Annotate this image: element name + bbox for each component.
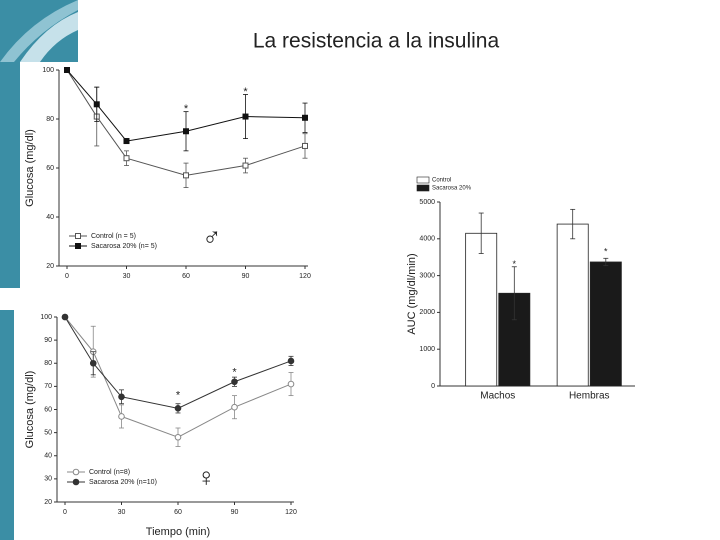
annotation: ♂	[202, 222, 222, 252]
x-tick-label: 60	[174, 509, 182, 516]
marker	[242, 162, 249, 169]
marker	[242, 113, 249, 120]
legend-marker	[75, 243, 81, 249]
marker	[174, 433, 182, 441]
x-tick-label: Machos	[480, 391, 515, 402]
y-tick-label: 40	[46, 214, 54, 221]
annotation: *	[232, 366, 237, 378]
legend-marker	[75, 233, 81, 239]
decoration	[0, 62, 20, 288]
marker	[287, 380, 295, 388]
x-tick-label: 90	[242, 273, 250, 280]
y-tick-label: 5000	[419, 199, 435, 206]
legend-label: Sacarosa 20%	[432, 186, 472, 192]
marker	[123, 155, 130, 162]
marker	[302, 114, 308, 121]
y-tick-label: 20	[44, 499, 52, 506]
bar	[556, 223, 589, 387]
series-line	[66, 69, 306, 176]
x-tick-label: 30	[118, 509, 126, 516]
y-tick-label: 3000	[419, 272, 435, 279]
legend-swatch	[416, 184, 430, 192]
y-tick-label: 50	[44, 429, 52, 436]
legend-label: Control	[432, 178, 451, 184]
series-line	[64, 316, 292, 409]
bar	[465, 232, 498, 387]
decoration	[20, 12, 78, 62]
marker	[231, 403, 238, 411]
slide-title: La resistencia a la insulina	[253, 30, 500, 53]
series-line	[64, 316, 292, 438]
y-tick-label: 2000	[419, 309, 435, 316]
x-tick-label: Hembras	[569, 391, 610, 402]
y-tick-label: 100	[40, 314, 52, 321]
legend-label: Control (n = 5)	[91, 233, 136, 240]
y-tick-label: 100	[42, 67, 54, 74]
y-axis-label: Glucosa (mg/dl)	[24, 371, 36, 449]
marker	[123, 138, 130, 145]
marker	[118, 413, 125, 420]
marker	[118, 393, 125, 401]
y-axis-label: Glucosa (mg/dl)	[24, 129, 36, 207]
annotation: ♀	[197, 462, 217, 492]
x-tick-label: 0	[63, 509, 67, 516]
x-axis-label: Tiempo (min)	[146, 526, 210, 538]
marker	[61, 313, 69, 321]
y-tick-label: 4000	[419, 236, 435, 243]
y-tick-label: 80	[44, 360, 52, 367]
marker	[93, 101, 100, 108]
annotation: *	[184, 103, 189, 115]
y-axis-label: AUC (mg/dl/min)	[406, 253, 418, 334]
decoration	[0, 0, 78, 62]
annotation: *	[243, 86, 248, 98]
marker	[183, 172, 189, 179]
annotation: *	[513, 259, 517, 269]
y-tick-label: 40	[44, 453, 52, 460]
legend-swatch	[416, 176, 430, 184]
decoration	[0, 310, 14, 540]
legend-label: Control (n=8)	[89, 469, 130, 476]
marker	[64, 67, 70, 73]
legend-marker	[72, 468, 80, 476]
marker	[174, 405, 182, 412]
series-line	[66, 69, 306, 142]
y-tick-label: 20	[46, 263, 54, 270]
legend-marker	[72, 478, 80, 486]
x-tick-label: 120	[299, 273, 311, 280]
y-tick-label: 90	[44, 337, 52, 344]
marker	[302, 142, 308, 149]
y-tick-label: 60	[44, 406, 52, 413]
marker	[183, 128, 189, 135]
marker	[231, 378, 238, 386]
marker	[89, 359, 97, 367]
y-tick-label: 1000	[419, 346, 435, 353]
x-tick-label: 120	[285, 509, 297, 516]
x-tick-label: 60	[182, 273, 190, 280]
x-tick-label: 30	[123, 273, 131, 280]
x-tick-label: 0	[65, 273, 69, 280]
y-tick-label: 30	[44, 476, 52, 483]
annotation: *	[604, 246, 608, 256]
x-tick-label: 90	[231, 509, 239, 516]
y-tick-label: 0	[431, 383, 435, 390]
annotation: *	[176, 390, 181, 402]
marker	[287, 357, 295, 365]
y-tick-label: 70	[44, 383, 52, 390]
legend-label: Sacarosa 20% (n= 5)	[91, 243, 157, 250]
y-tick-label: 60	[46, 165, 54, 172]
bar	[589, 261, 622, 387]
legend-label: Sacarosa 20% (n=10)	[89, 479, 157, 486]
y-tick-label: 80	[46, 116, 54, 123]
